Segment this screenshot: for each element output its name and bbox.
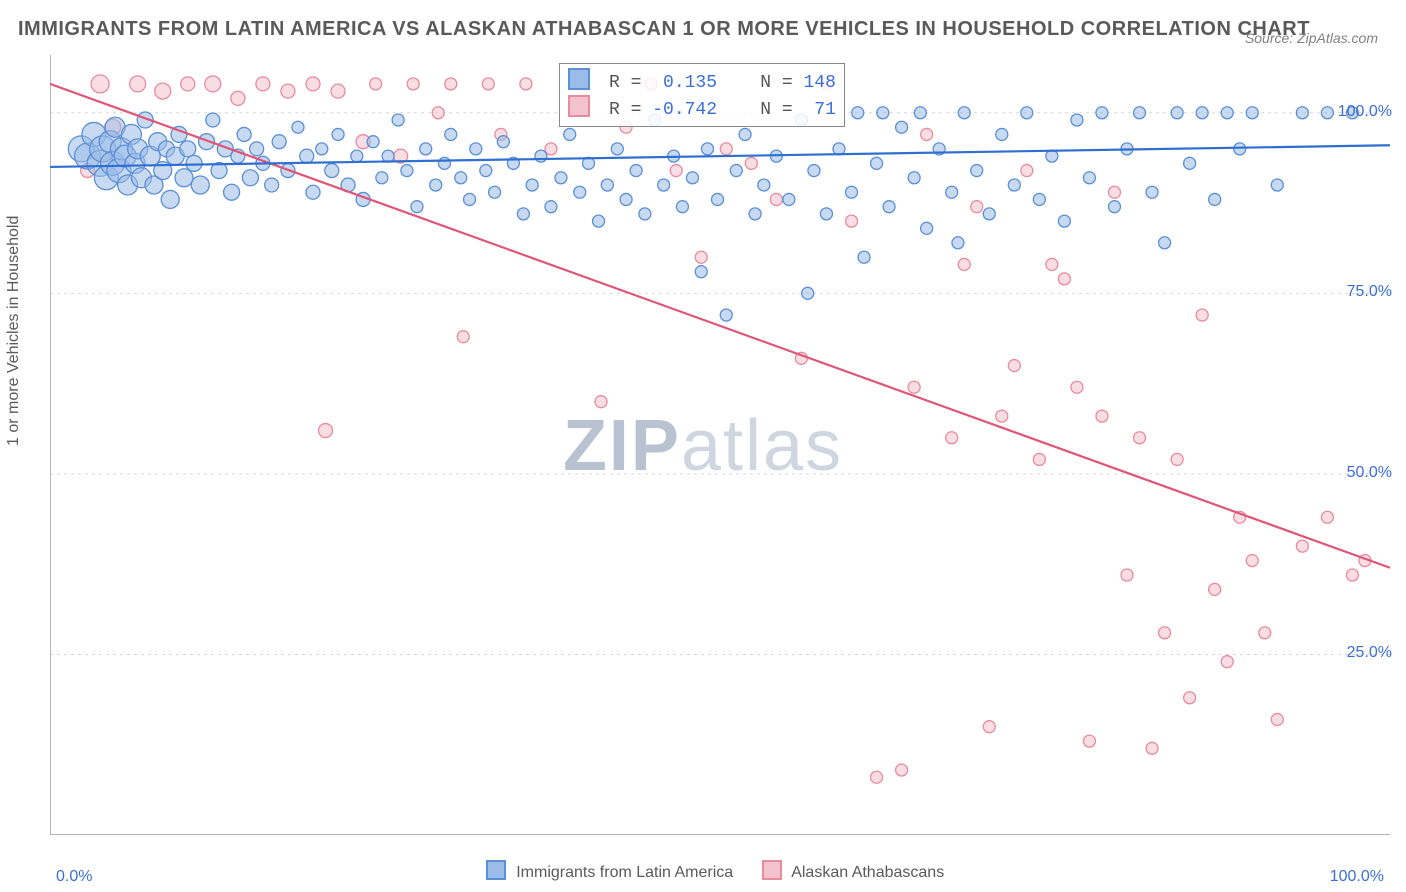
correlation-stats-box: R = 0.135 N = 148 R = -0.742 N = 71	[559, 63, 845, 127]
corr-swatch-blue	[568, 68, 590, 90]
correlation-row-pink: R = -0.742 N = 71	[568, 95, 836, 122]
n-value-pink: 71	[803, 100, 835, 120]
r-value-blue: 0.135	[652, 73, 717, 93]
correlation-row-blue: R = 0.135 N = 148	[568, 68, 836, 95]
r-label: R =	[609, 100, 652, 120]
n-value-blue: 148	[803, 73, 835, 93]
legend-label-blue: Immigrants from Latin America	[516, 864, 733, 881]
y-tick-label: 25.0%	[1347, 644, 1392, 662]
r-value-pink: -0.742	[652, 100, 717, 120]
legend-swatch-blue	[486, 860, 506, 880]
chart-title: IMMIGRANTS FROM LATIN AMERICA VS ALASKAN…	[18, 18, 1310, 41]
y-axis-label: 1 or more Vehicles in Household	[5, 216, 23, 446]
correlation-scatter-chart	[50, 55, 1390, 835]
n-label: N =	[760, 100, 803, 120]
r-label: R =	[609, 73, 652, 93]
corr-swatch-pink	[568, 95, 590, 117]
source-attribution: Source: ZipAtlas.com	[1245, 30, 1378, 46]
legend-bottom: Immigrants from Latin America Alaskan At…	[0, 860, 1406, 882]
y-tick-label: 75.0%	[1347, 283, 1392, 301]
legend-swatch-pink	[762, 860, 782, 880]
n-label: N =	[760, 73, 803, 93]
legend-label-pink: Alaskan Athabascans	[791, 864, 944, 881]
y-tick-label: 100.0%	[1338, 103, 1392, 121]
y-tick-label: 50.0%	[1347, 464, 1392, 482]
